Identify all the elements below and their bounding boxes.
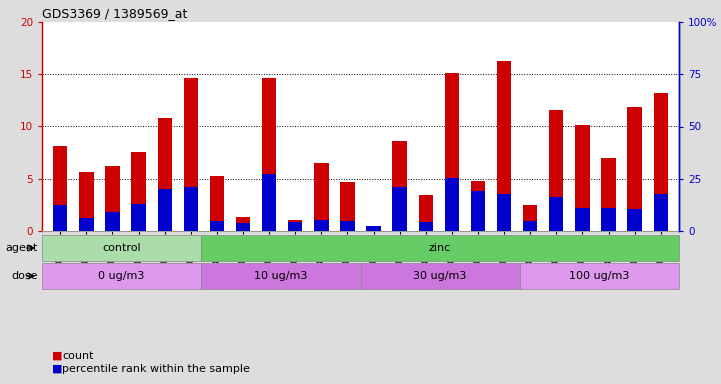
- Text: ■: ■: [52, 351, 63, 361]
- Bar: [131, 152, 146, 231]
- Text: 100 ug/m3: 100 ug/m3: [569, 271, 629, 281]
- Bar: [601, 208, 616, 231]
- Bar: [42, 263, 201, 289]
- Bar: [523, 205, 537, 231]
- Bar: [392, 141, 407, 231]
- Bar: [520, 263, 679, 289]
- Bar: [523, 220, 537, 231]
- Text: ■: ■: [52, 364, 63, 374]
- Bar: [366, 226, 381, 231]
- Bar: [105, 212, 120, 231]
- Bar: [53, 205, 68, 231]
- Bar: [201, 263, 360, 289]
- Bar: [53, 146, 68, 231]
- Bar: [210, 220, 224, 231]
- Bar: [653, 93, 668, 231]
- Text: 10 ug/m3: 10 ug/m3: [255, 271, 308, 281]
- Bar: [314, 163, 329, 231]
- Bar: [549, 110, 564, 231]
- Bar: [601, 158, 616, 231]
- Bar: [471, 181, 485, 231]
- Text: percentile rank within the sample: percentile rank within the sample: [62, 364, 250, 374]
- Bar: [497, 61, 511, 231]
- Bar: [184, 187, 198, 231]
- Bar: [210, 175, 224, 231]
- Bar: [419, 222, 433, 231]
- Bar: [549, 197, 564, 231]
- Text: 30 ug/m3: 30 ug/m3: [413, 271, 466, 281]
- Bar: [314, 220, 329, 231]
- Bar: [201, 235, 679, 261]
- Bar: [360, 263, 520, 289]
- Bar: [366, 230, 381, 231]
- Text: agent: agent: [6, 243, 38, 253]
- Bar: [471, 191, 485, 231]
- Bar: [497, 194, 511, 231]
- Bar: [79, 172, 94, 231]
- Bar: [262, 174, 276, 231]
- Bar: [184, 78, 198, 231]
- Bar: [105, 166, 120, 231]
- Bar: [157, 118, 172, 231]
- Bar: [288, 222, 302, 231]
- Bar: [419, 195, 433, 231]
- Bar: [445, 73, 459, 231]
- Bar: [340, 182, 355, 231]
- Text: dose: dose: [12, 271, 38, 281]
- Text: count: count: [62, 351, 94, 361]
- Bar: [575, 208, 590, 231]
- Text: GDS3369 / 1389569_at: GDS3369 / 1389569_at: [42, 7, 187, 20]
- Bar: [288, 220, 302, 231]
- Text: 0 ug/m3: 0 ug/m3: [99, 271, 145, 281]
- Bar: [575, 126, 590, 231]
- Bar: [236, 217, 250, 231]
- Bar: [42, 235, 201, 261]
- Bar: [157, 189, 172, 231]
- Bar: [627, 107, 642, 231]
- Bar: [392, 187, 407, 231]
- Bar: [445, 178, 459, 231]
- Bar: [79, 218, 94, 231]
- Text: control: control: [102, 243, 141, 253]
- Bar: [653, 194, 668, 231]
- Text: zinc: zinc: [429, 243, 451, 253]
- Bar: [627, 209, 642, 231]
- Bar: [262, 78, 276, 231]
- Bar: [340, 220, 355, 231]
- Bar: [236, 223, 250, 231]
- Bar: [131, 204, 146, 231]
